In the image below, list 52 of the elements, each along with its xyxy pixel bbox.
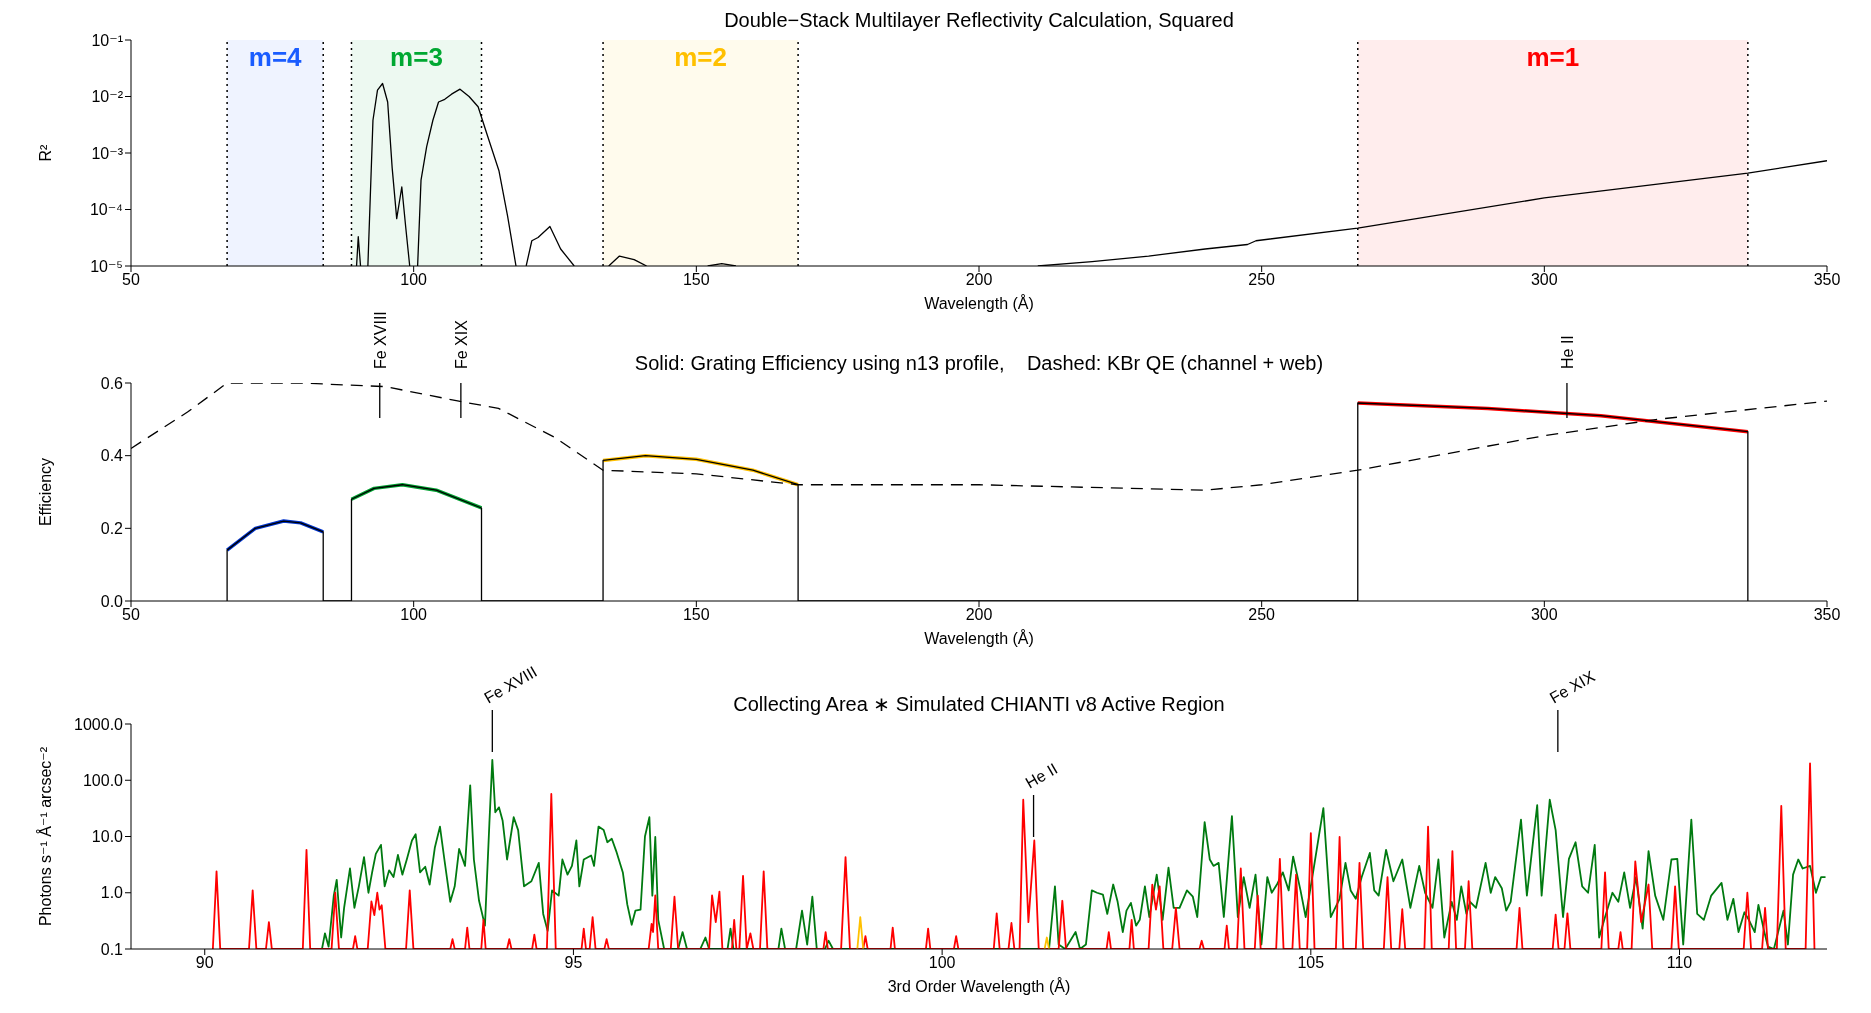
y-tick-label: 10⁻³ bbox=[91, 144, 124, 162]
y-tick-label: 10⁻⁴ bbox=[89, 201, 124, 219]
x-tick-label: 50 bbox=[122, 271, 140, 289]
x-tick-label: 250 bbox=[1248, 271, 1276, 289]
ref-line-label: Fe XIX bbox=[452, 319, 470, 369]
x-tick-label: 250 bbox=[1248, 606, 1276, 624]
band-label: m=4 bbox=[248, 42, 303, 73]
y-tick-label: 10⁻² bbox=[91, 88, 124, 106]
x-axis-title: 3rd Order Wavelength (Å) bbox=[887, 977, 1071, 995]
y-tick-label: 0.0 bbox=[100, 592, 124, 610]
ref-line-label: Fe XVIII bbox=[371, 311, 389, 369]
y-tick-label: 0.6 bbox=[100, 374, 124, 392]
y-tick-label: 0.4 bbox=[100, 447, 124, 465]
chart-title: Collecting Area ∗ Simulated CHIANTI v8 Active Region bbox=[733, 693, 1225, 715]
ref-line-label: Fe XIX bbox=[1546, 667, 1598, 707]
chart-title: Double−Stack Multilayer Reflectivity Calculation, Squared bbox=[723, 8, 1235, 32]
y-tick-label: 1.0 bbox=[100, 884, 124, 902]
x-tick-label: 350 bbox=[1813, 606, 1841, 624]
x-tick-label: 300 bbox=[1530, 606, 1558, 624]
x-tick-label: 105 bbox=[1297, 954, 1325, 972]
band-label: m=2 bbox=[674, 42, 727, 73]
ref-line-label: He II bbox=[1022, 759, 1061, 792]
band-label: m=3 bbox=[390, 42, 443, 73]
y-axis-title: Efficiency bbox=[36, 457, 54, 527]
x-tick-label: 110 bbox=[1666, 954, 1693, 972]
y-axis-title: R² bbox=[36, 143, 54, 162]
y-tick-label: 10⁻¹ bbox=[91, 31, 123, 49]
x-tick-label: 300 bbox=[1530, 271, 1558, 289]
band-label: m=1 bbox=[1526, 42, 1580, 73]
chart-title: Solid: Grating Efficiency using n13 profile, Dashed: KBr QE (channel + web) bbox=[634, 352, 1324, 374]
x-tick-label: 200 bbox=[965, 271, 993, 289]
y-tick-label: 10⁻⁵ bbox=[90, 257, 123, 275]
x-tick-label: 90 bbox=[195, 954, 214, 972]
x-tick-label: 100 bbox=[400, 606, 428, 624]
x-tick-label: 150 bbox=[682, 606, 710, 624]
x-tick-label: 200 bbox=[965, 606, 993, 624]
ref-line-label: He II bbox=[1558, 335, 1576, 369]
y-tick-label: 0.2 bbox=[100, 520, 124, 538]
y-tick-label: 100.0 bbox=[82, 771, 124, 789]
y-tick-label: 0.1 bbox=[100, 940, 124, 958]
ref-line-label: Fe XVIII bbox=[481, 662, 540, 707]
x-tick-label: 100 bbox=[400, 271, 428, 289]
x-tick-label: 100 bbox=[928, 954, 956, 972]
x-tick-label: 350 bbox=[1813, 271, 1841, 289]
y-tick-label: 10.0 bbox=[91, 828, 124, 846]
x-tick-label: 150 bbox=[682, 271, 710, 289]
x-axis-title: Wavelength (Å) bbox=[924, 294, 1034, 312]
x-axis-title: Wavelength (Å) bbox=[924, 629, 1034, 647]
x-tick-label: 50 bbox=[122, 606, 140, 624]
x-tick-label: 95 bbox=[564, 954, 583, 972]
y-axis-title: Photons s⁻¹ Å⁻¹ arcsec⁻² bbox=[35, 746, 54, 927]
y-tick-label: 1000.0 bbox=[74, 715, 124, 733]
